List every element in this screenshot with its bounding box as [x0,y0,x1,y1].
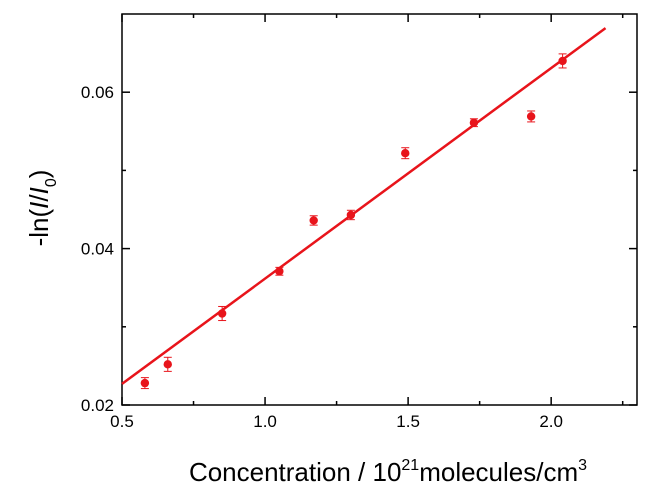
y-axis-title: -ln(I/I0) [24,170,60,247]
x-axis-title-exp2: 3 [578,457,587,474]
y-axis-title-i1: I [24,202,54,209]
plot-area-border [121,13,638,406]
data-point [526,112,536,121]
data-point [346,210,356,220]
x-tick-label: 1.0 [253,412,277,431]
fit-line [121,27,607,385]
data-point [469,118,479,127]
y-axis-title-sub: 0 [43,178,60,187]
data-point [217,309,227,318]
x-tick-label: 2.0 [539,412,563,431]
data-point [558,56,567,66]
y-axis-title-slash: / [24,194,54,202]
data-points-layer [140,53,567,390]
data-point [140,378,150,388]
y-tick-label: 0.06 [81,83,114,102]
y-axis-ticks: 0.02 0.04 0.06 [81,83,637,415]
y-axis-title-prefix: -ln( [24,209,54,247]
data-point [309,216,318,225]
x-tick-label: 1.5 [396,412,420,431]
data-point [163,360,172,369]
x-axis-ticks: 0.5 1.0 1.5 2.0 [110,14,624,431]
x-tick-label: 0.5 [110,412,134,431]
x-axis-title-middle: molecules/cm [419,457,578,487]
y-axis-title-i2: I [24,187,54,194]
y-axis-title-suffix: ) [24,170,54,179]
fit-line-layer [121,27,607,385]
y-tick-label: 0.02 [81,396,114,415]
x-axis-title: Concentration / 1021molecules/cm3 [189,457,587,487]
x-axis-title-exp1: 21 [401,457,419,474]
x-axis-title-prefix: Concentration / 10 [189,457,401,487]
plot-frame [121,13,638,406]
data-point [275,267,284,276]
data-point [401,148,410,158]
y-tick-label: 0.04 [81,240,114,259]
